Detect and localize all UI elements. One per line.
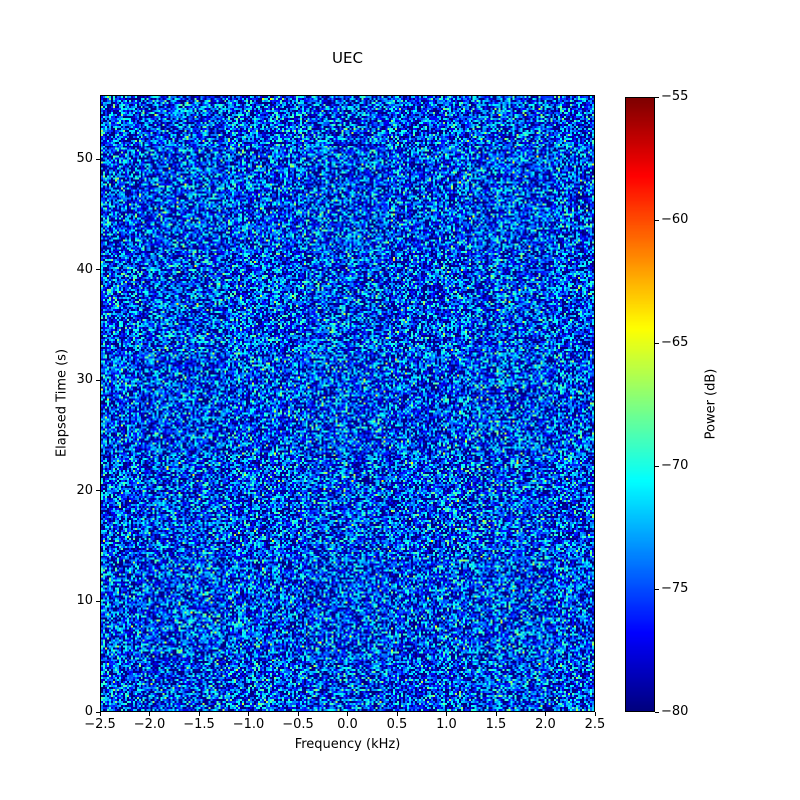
x-tick-label: 1.0 [436,717,457,732]
y-tick-label: 20 [76,482,93,498]
x-tick-label: −2.5 [84,717,116,732]
y-tick-label: 10 [76,593,93,609]
figure-title: UEC [332,49,363,68]
colorbar-tick-mark [655,342,659,344]
y-tick-mark [96,490,100,492]
colorbar-tick-label: −75 [661,581,689,596]
x-tick-mark [594,712,596,716]
colorbar-tick-mark [655,219,659,221]
colorbar-tick-mark [655,588,659,590]
colorbar [625,97,655,712]
colorbar-tick-label: −70 [661,458,689,473]
x-tick-label: −1.0 [232,717,265,732]
x-tick-mark [198,712,200,716]
colorbar-tick-label: −80 [661,704,689,719]
y-tick-mark [96,158,100,160]
x-tick-label: 2.5 [584,717,606,732]
colorbar-tick-mark [655,711,659,713]
x-tick-label: −2.0 [133,717,166,732]
y-tick-mark [96,269,100,271]
colorbar-tick-label: −55 [661,89,689,104]
y-tick-label: 30 [76,372,93,388]
x-tick-mark [99,712,101,716]
x-tick-label: 1.5 [485,717,507,732]
colorbar-tick-mark [655,96,659,98]
x-tick-mark [347,712,348,716]
x-tick-label: −1.5 [183,717,215,732]
x-tick-label: 0.0 [337,717,358,732]
colorbar-tick-label: −60 [661,212,689,227]
y-tick-mark [96,711,100,713]
x-tick-mark [248,712,249,716]
colorbar-tick-label: −65 [661,335,689,350]
plot-area [100,95,595,712]
x-tick-mark [495,712,497,716]
colorbar-tick-mark [655,465,659,467]
x-tick-mark [149,712,150,716]
colorbar-label: Power (dB) [703,368,719,440]
y-tick-label: 50 [76,151,93,167]
x-tick-mark [446,712,447,716]
x-tick-label: 0.5 [386,717,408,732]
x-tick-mark [396,712,398,716]
colorbar-gradient [626,98,654,711]
y-axis-label: Elapsed Time (s) [54,348,70,458]
y-tick-mark [96,600,100,602]
y-tick-label: 0 [84,704,93,719]
x-tick-label: −0.5 [282,717,314,732]
x-tick-mark [545,712,546,716]
x-tick-mark [297,712,299,716]
x-tick-label: 2.0 [535,717,556,732]
x-axis-label: Frequency (kHz) [294,737,401,752]
y-tick-label: 40 [76,261,93,277]
spectrogram-heatmap [101,96,594,711]
y-tick-mark [96,379,100,381]
